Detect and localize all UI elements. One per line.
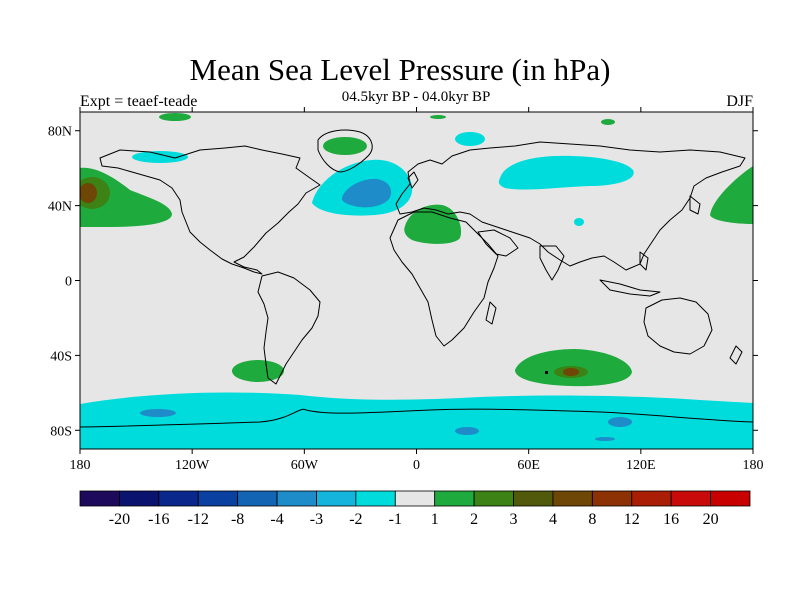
- north-pacific-green-west: [710, 166, 753, 224]
- japan-coast: [689, 195, 701, 215]
- pressure-anomaly-contours: [80, 113, 753, 449]
- colorbar-label: -2: [349, 511, 362, 528]
- southern-blue-patch-2: [455, 427, 479, 435]
- uk-coast: [407, 171, 419, 189]
- colorbar-label: -12: [188, 511, 209, 528]
- map-background: [80, 112, 753, 449]
- experiment-label: Expt = teaef-teade: [80, 93, 198, 110]
- colorbar-swatch: [434, 490, 475, 507]
- lon-tick-label: 180: [70, 458, 91, 473]
- south-indian-brown-core: [563, 368, 579, 376]
- tibet-cyan-patch: [574, 218, 584, 226]
- north-atlantic-blue-core: [341, 178, 392, 208]
- colorbar: -20 -16 -12 -8 -4 -3 -2 -1 1 2 3 4 8 12 16 20: [79, 490, 751, 528]
- arctic-cyan-patch-2: [455, 132, 485, 146]
- colorbar-label: -1: [389, 511, 402, 528]
- lon-tick-label: 60W: [291, 458, 319, 473]
- colorbar-swatch: [237, 490, 278, 507]
- colorbar-swatch: [710, 490, 751, 507]
- colorbar-swatch: [316, 490, 357, 507]
- lon-tick-label: 0: [413, 458, 420, 473]
- lon-tick-label: 60E: [517, 458, 540, 473]
- north-america-coast: [99, 145, 321, 275]
- lon-tick-label: 120W: [175, 458, 210, 473]
- period-label: 04.5kyr BP - 04.0kyr BP: [341, 89, 491, 105]
- colorbar-label: -8: [231, 511, 244, 528]
- colorbar-swatch: [79, 490, 120, 507]
- arabia-coast: [477, 229, 519, 257]
- colorbar-swatch: [394, 490, 436, 507]
- southern-blue-patch-3: [608, 417, 632, 427]
- colorbar-label: 20: [703, 511, 719, 528]
- colorbar-swatch: [355, 490, 396, 507]
- season-label: DJF: [726, 93, 753, 110]
- arctic-green-patch-3: [430, 115, 446, 119]
- madagascar-coast: [485, 301, 497, 325]
- colorbar-swatch: [276, 490, 317, 507]
- colorbar-swatch: [119, 490, 160, 507]
- colorbar-swatch: [670, 490, 711, 507]
- colorbar-label: 3: [510, 511, 518, 528]
- colorbar-label: 4: [549, 511, 557, 528]
- africa-coast: [389, 211, 499, 347]
- north-africa-green-region: [404, 204, 462, 244]
- colorbar-swatch: [473, 490, 514, 507]
- lat-tick-label: 40S: [50, 349, 72, 364]
- north-pacific-brown-core: [80, 183, 97, 203]
- colorbar-label: -20: [109, 511, 130, 528]
- colorbar-label: 12: [624, 511, 640, 528]
- australia-coast: [643, 297, 713, 355]
- colorbar-label: -4: [270, 511, 283, 528]
- colorbar-swatch: [158, 490, 199, 507]
- eurasia-coast: [395, 141, 746, 271]
- southern-ocean-cyan-region: [80, 392, 753, 449]
- colorbar-label: 16: [663, 511, 679, 528]
- south-america-green-region: [232, 360, 284, 382]
- lon-tick-label: 180: [743, 458, 764, 473]
- colorbar-label: -3: [310, 511, 323, 528]
- indonesia-coast: [599, 279, 661, 297]
- south-america-coast: [257, 271, 321, 385]
- map-title: Mean Sea Level Pressure (in hPa): [189, 52, 611, 87]
- philippines-coast: [639, 251, 649, 271]
- colorbar-label: 2: [470, 511, 478, 528]
- colorbar-label: 1: [431, 511, 439, 528]
- arctic-green-patch-2: [601, 119, 615, 125]
- india-coast: [539, 245, 565, 281]
- lat-tick-label: 40N: [48, 200, 72, 215]
- colorbar-label: 8: [588, 511, 596, 528]
- greenland-green-patch: [323, 137, 367, 155]
- eurasia-cyan-region: [498, 155, 634, 190]
- southern-blue-patch-1: [140, 409, 176, 417]
- lat-tick-label: 80N: [48, 125, 72, 140]
- coastlines: [80, 129, 753, 428]
- antarctica-coast: [80, 408, 753, 428]
- colorbar-swatch: [513, 490, 554, 507]
- colorbar-swatch: [552, 490, 593, 507]
- southern-blue-patch-4: [595, 437, 615, 441]
- latitude-axis: 80N 40N 0 40S 80S: [48, 125, 758, 439]
- lat-tick-label: 0: [65, 275, 72, 290]
- colorbar-label: -16: [148, 511, 169, 528]
- new-zealand-coast: [729, 345, 743, 365]
- colorbar-swatch: [197, 490, 239, 507]
- south-indian-black-dot: [545, 371, 548, 374]
- greenland-coast: [317, 129, 373, 173]
- arctic-cyan-patch-1: [132, 151, 188, 163]
- colorbar-swatch: [631, 490, 672, 507]
- lat-tick-label: 80S: [50, 424, 72, 439]
- longitude-axis: 180 120W 60W 0 60E 120E 180: [70, 107, 764, 473]
- lon-tick-label: 120E: [626, 458, 656, 473]
- arctic-green-patch-1: [159, 113, 191, 121]
- colorbar-swatch: [591, 490, 633, 507]
